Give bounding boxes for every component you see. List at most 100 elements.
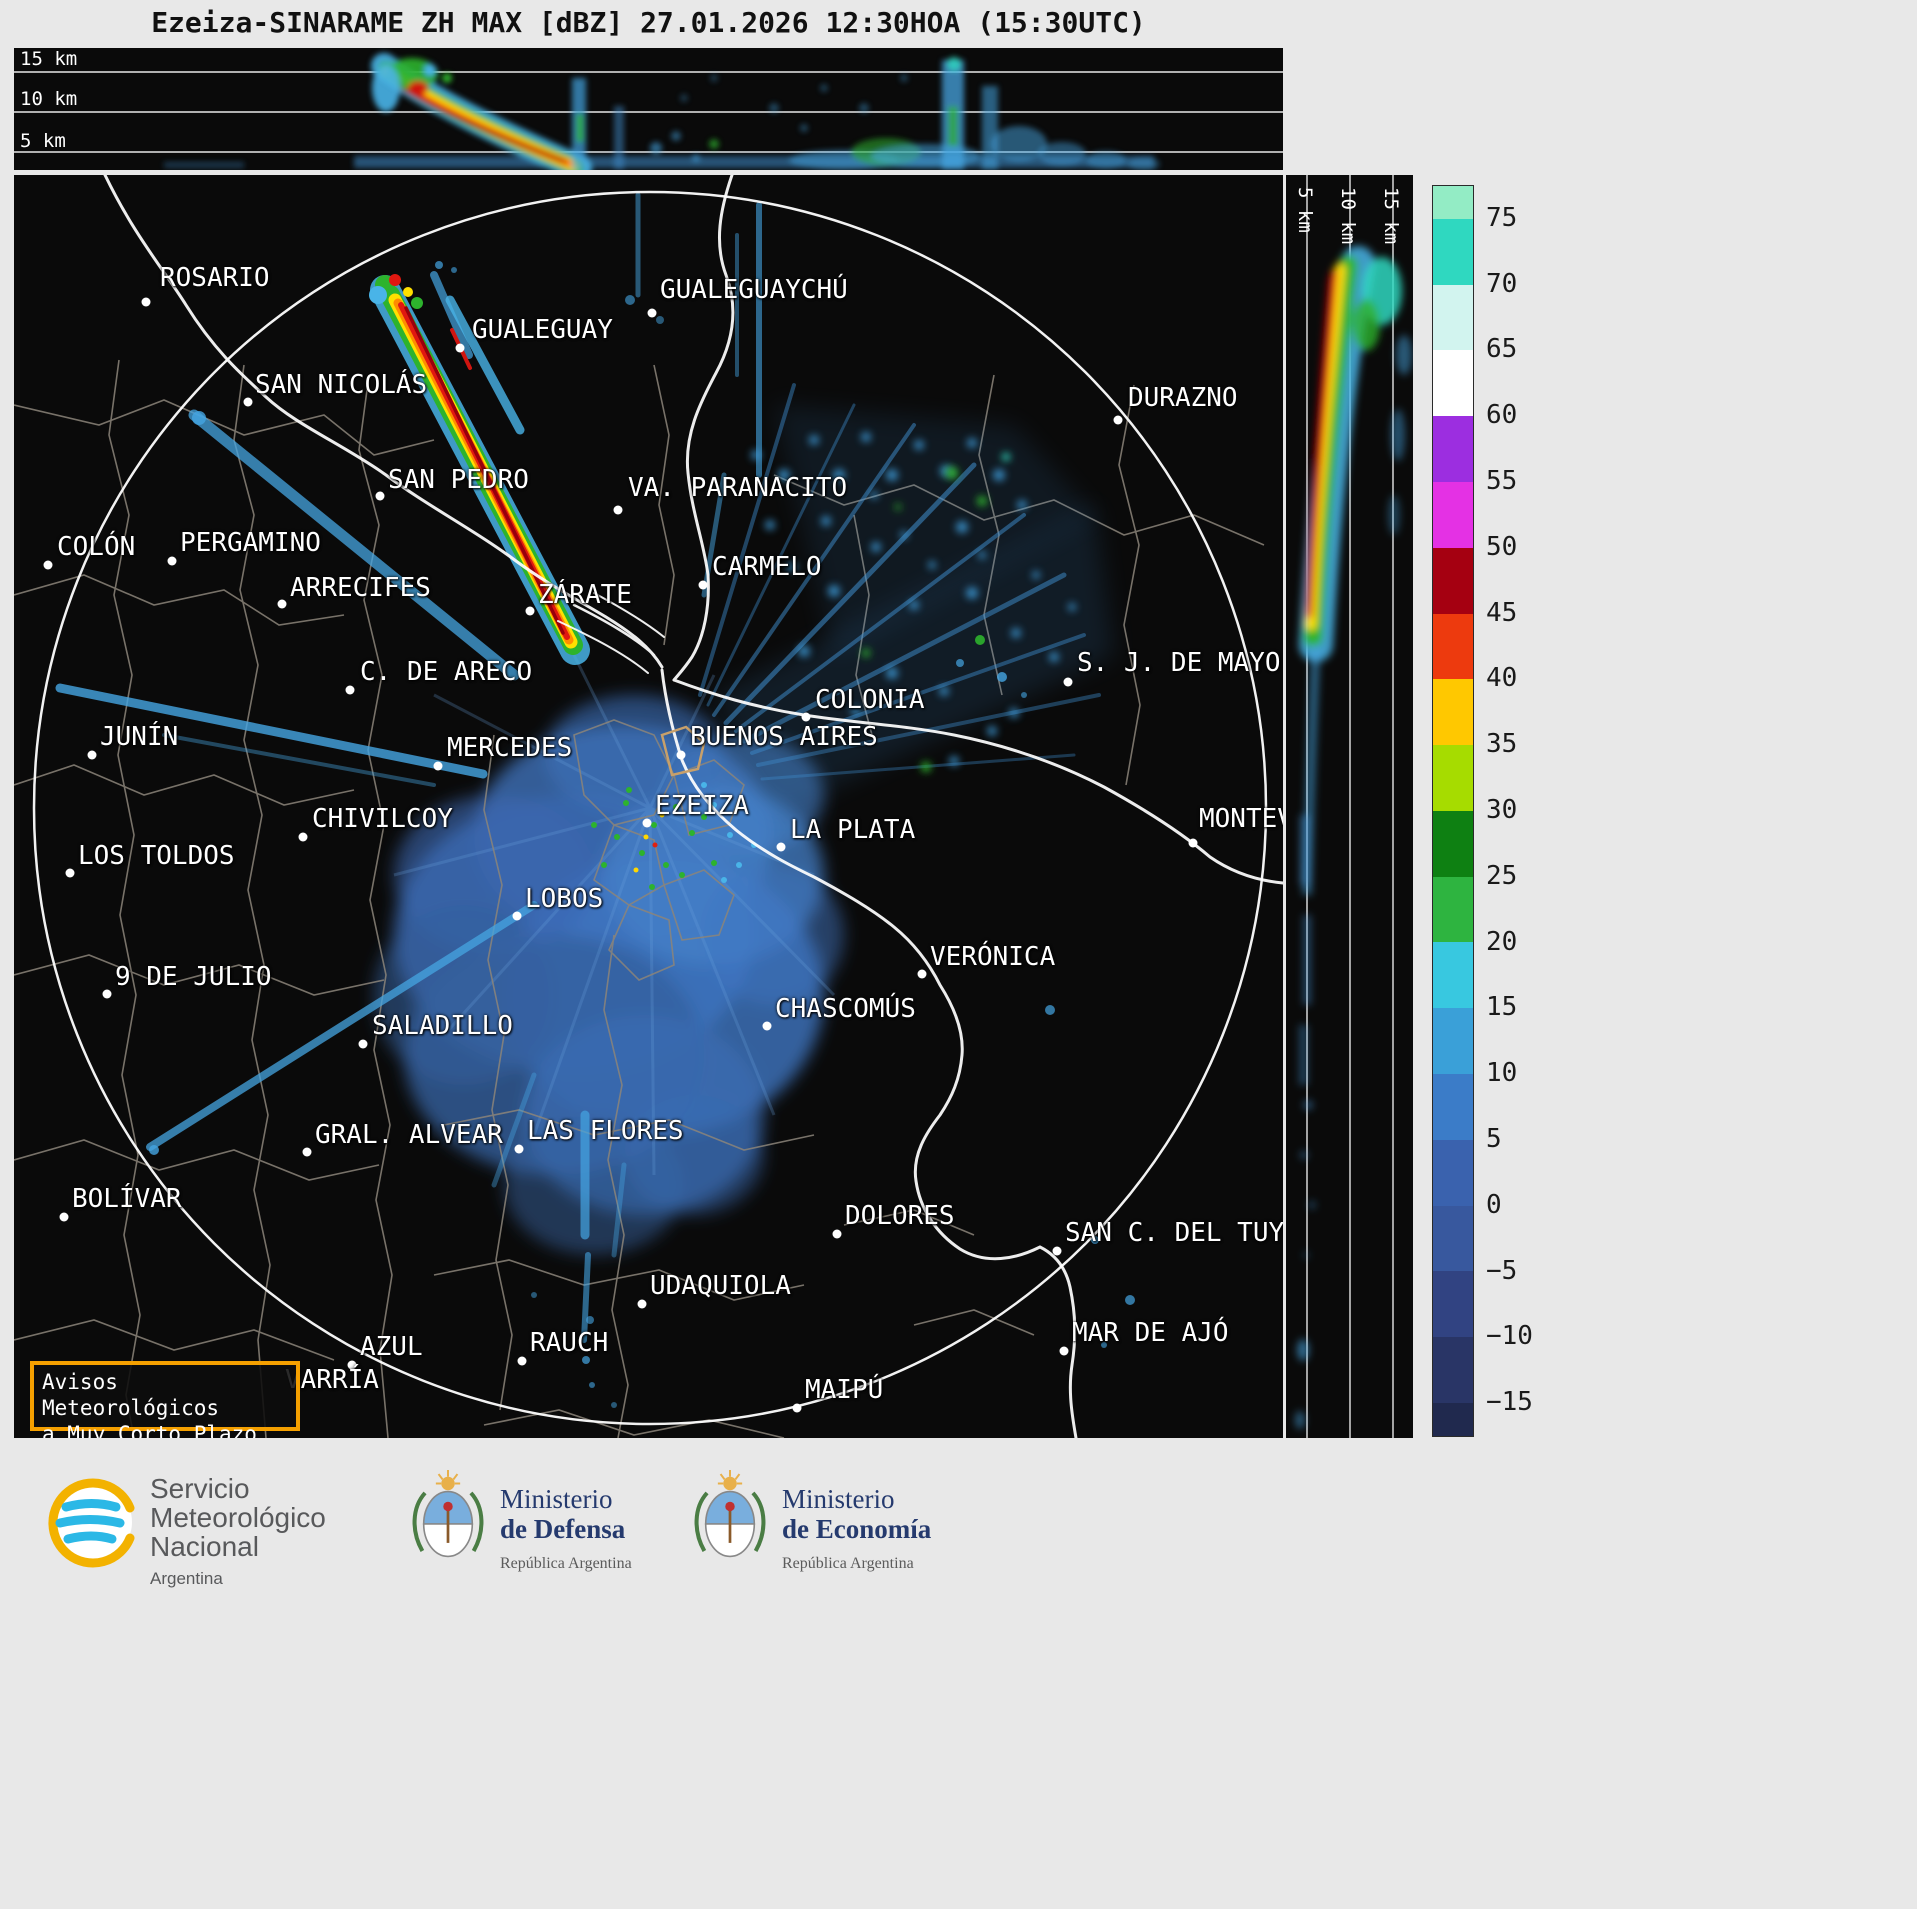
smn-line-2: Meteorológico <box>150 1502 326 1533</box>
height-label-10km-v: 10 km <box>1337 187 1359 244</box>
colorbar-tick-label: 0 <box>1486 1189 1502 1220</box>
city-dot <box>1113 415 1123 425</box>
colorbar-band <box>1433 416 1473 483</box>
colorbar-band <box>1433 745 1473 811</box>
height-label-5km: 5 km <box>20 130 66 152</box>
uruguay-river <box>672 175 735 682</box>
colorbar-tick-label: 50 <box>1486 531 1518 562</box>
page-title: Ezeiza-SINARAME ZH MAX [dBZ] 27.01.2026 … <box>151 6 1146 39</box>
radar-range-circle <box>32 190 1268 1426</box>
defensa-line-2: de Defensa <box>500 1514 626 1544</box>
northwest-storm-cap <box>369 274 423 309</box>
city-dot <box>298 832 308 842</box>
colorbar-band <box>1433 482 1473 548</box>
height-label-10km: 10 km <box>20 88 77 110</box>
city-label: MAR DE AJÓ <box>1072 1318 1229 1348</box>
city-label: SAN NICOLÁS <box>255 370 428 400</box>
height-labels: 15 km 10 km 5 km <box>20 48 77 152</box>
colorbar-ticks: 75 70 65 60 55 50 45 40 35 30 25 20 15 10 5 0 −5 −10 −15 <box>1486 185 1576 1435</box>
blob-radial-texture <box>393 654 836 1176</box>
economia-sub: República Argentina <box>782 1555 914 1572</box>
rivers-coastlines <box>103 175 1283 1438</box>
height-label-5km-v: 5 km <box>1294 187 1316 233</box>
colorbar-tick-label: 60 <box>1486 400 1518 431</box>
city-label: VERÓNICA <box>930 942 1056 972</box>
city-label: VA. PARANACITO <box>628 473 848 503</box>
colorbar-band <box>1433 679 1473 746</box>
right-cross-section-plot: 5 km 10 km 15 km <box>1286 175 1413 1438</box>
colorbar-band <box>1433 810 1473 877</box>
city-label: MERCEDES <box>447 733 573 763</box>
city-dot <box>302 1147 312 1157</box>
city-label: JUNÍN <box>100 722 179 752</box>
city-label: MONTEV <box>1199 804 1283 834</box>
alert-box[interactable]: Avisos Meteorológicos a Muy Corto Plazo <box>30 1361 300 1438</box>
city-dot <box>776 842 786 852</box>
alert-line-2: a Muy Corto Plazo <box>42 1421 290 1438</box>
city-dot <box>917 969 927 979</box>
colorbar-tick-label: 10 <box>1486 1058 1518 1089</box>
northeast-echo-fan <box>698 383 1114 815</box>
colorbar-tick-label: 15 <box>1486 992 1518 1023</box>
city-dot <box>637 1299 647 1309</box>
city-dot <box>512 911 522 921</box>
height-label-15km: 15 km <box>20 48 77 70</box>
colorbar-tick-label: −5 <box>1486 1255 1518 1286</box>
footer-graphics <box>48 1462 1917 1568</box>
city-label: BUENOS AIRES <box>690 722 878 752</box>
defensa-sub: República Argentina <box>500 1555 632 1572</box>
city-dot <box>347 1360 357 1370</box>
city-label: LOBOS <box>525 884 604 914</box>
north-coast <box>672 678 1283 885</box>
height-label-15km-v: 15 km <box>1380 187 1402 244</box>
smn-line-3: Nacional <box>150 1531 259 1562</box>
center-speckles <box>591 782 757 890</box>
central-echo-blob <box>374 695 844 1255</box>
city-label: SALADILLO <box>372 1011 513 1041</box>
height-labels-vertical: 5 km 10 km 15 km <box>1294 187 1402 244</box>
colorbar-tick-label: 20 <box>1486 926 1518 957</box>
city-label: CHIVILCOY <box>312 804 453 834</box>
city-dot <box>642 818 652 828</box>
smn-logo <box>48 1478 135 1568</box>
colorbar-band <box>1433 218 1473 285</box>
city-label: CARMELO <box>712 552 822 582</box>
economia-coat-of-arms <box>697 1470 764 1556</box>
city-dot <box>167 556 177 566</box>
city-dot <box>345 685 355 695</box>
city-dot <box>1188 838 1198 848</box>
city-dot <box>375 491 385 501</box>
defensa-coat-of-arms <box>415 1470 482 1556</box>
parana-river <box>103 175 664 669</box>
city-dot <box>59 1212 69 1222</box>
radial-spokes <box>55 192 762 1343</box>
city-label: AZUL <box>360 1332 423 1362</box>
city-label: ZÁRATE <box>538 580 632 610</box>
colorbar-tick-label: 40 <box>1486 663 1518 694</box>
colorbar-tick-label: 55 <box>1486 466 1518 497</box>
colorbar-tick-label: 65 <box>1486 334 1518 365</box>
south-coast <box>660 668 1078 1438</box>
colorbar-tick-label: 45 <box>1486 597 1518 628</box>
city-label: 9 DE JULIO <box>115 962 272 992</box>
colorbar <box>1432 185 1474 1437</box>
city-label: BOLÍVAR <box>72 1184 182 1214</box>
footer: Servicio Meteorológico Nacional Argentin… <box>0 1462 1917 1592</box>
city-label: GUALEGUAYCHÚ <box>660 275 848 305</box>
city-dot <box>87 750 97 760</box>
colorbar-tick-label: 30 <box>1486 795 1518 825</box>
city-label: COLONIA <box>815 685 925 715</box>
city-dot <box>792 1403 802 1413</box>
colorbar-tick-label: 35 <box>1486 729 1518 760</box>
colorbar-band <box>1433 1402 1473 1436</box>
radar-map-plot <box>14 175 1283 1438</box>
city-dot <box>762 1021 772 1031</box>
city-dot <box>698 580 708 590</box>
colorbar-band <box>1433 876 1473 943</box>
smn-country: Argentina <box>150 1569 223 1588</box>
top-cross-section-plot: 15 km 10 km 5 km <box>14 48 1283 170</box>
city-dot <box>525 606 535 616</box>
defensa-line-1: Ministerio <box>500 1484 613 1514</box>
colorbar-band <box>1433 1074 1473 1140</box>
